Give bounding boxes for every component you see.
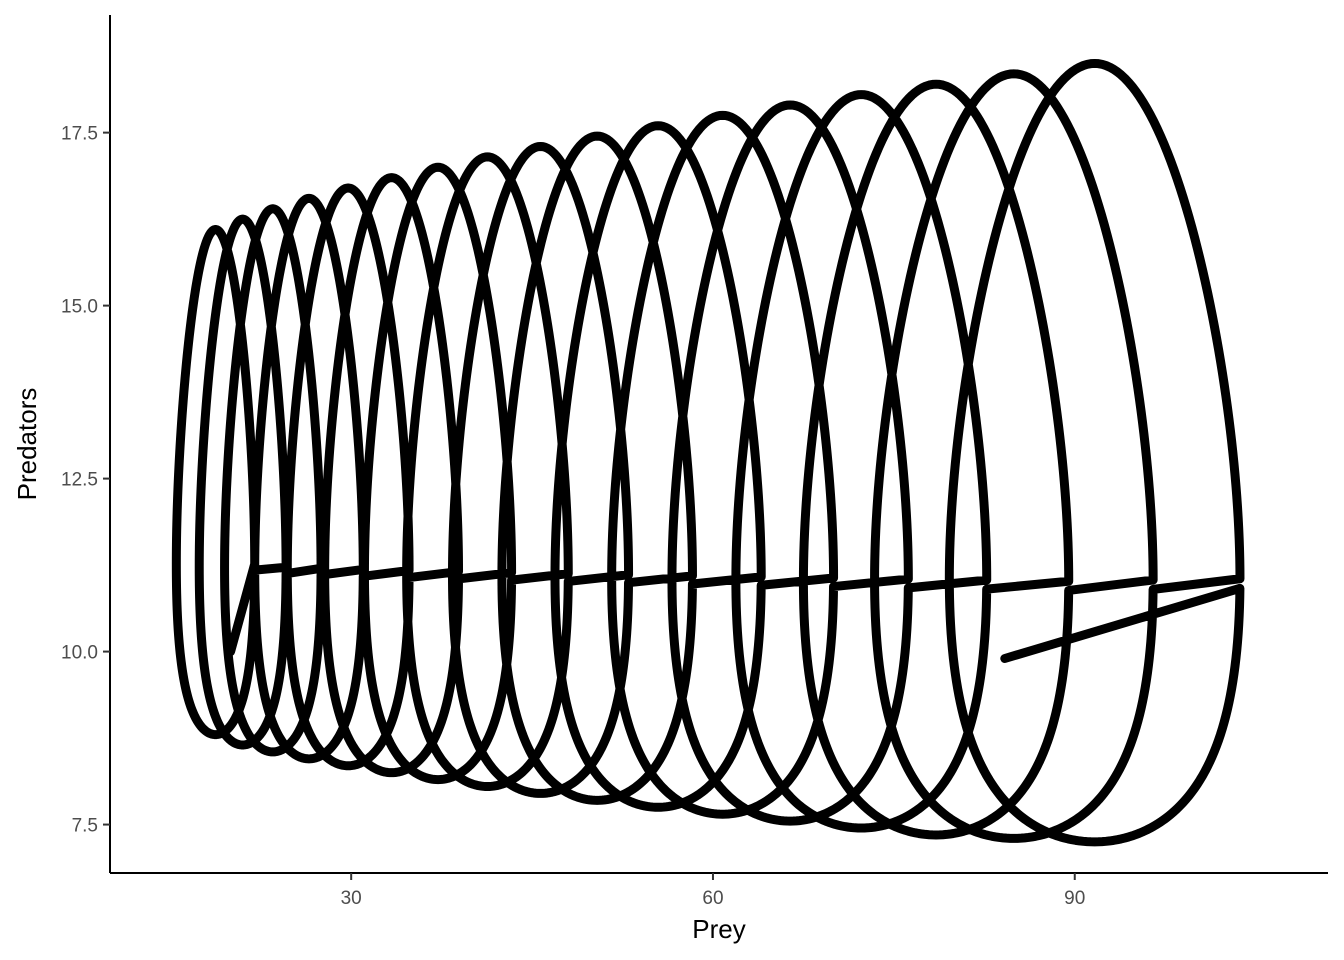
x-axis-title: Prey (692, 914, 745, 944)
series-line (171, 58, 1245, 847)
y-tick-label: 12.5 (61, 470, 98, 491)
y-tick-label: 10.0 (61, 643, 98, 664)
y-tick-label: 7.5 (72, 816, 98, 837)
y-axis-ticks: 7.5 10.0 12.5 15.0 17.5 (61, 124, 110, 837)
y-tick-label: 15.0 (61, 297, 98, 318)
x-axis-ticks: 30 60 90 (341, 873, 1085, 909)
x-tick-label: 30 (341, 888, 362, 909)
y-axis-title: Predators (12, 388, 42, 501)
x-tick-label: 90 (1064, 888, 1085, 909)
x-tick-label: 60 (702, 888, 723, 909)
y-tick-label: 17.5 (61, 124, 98, 145)
plot-area (171, 58, 1245, 847)
